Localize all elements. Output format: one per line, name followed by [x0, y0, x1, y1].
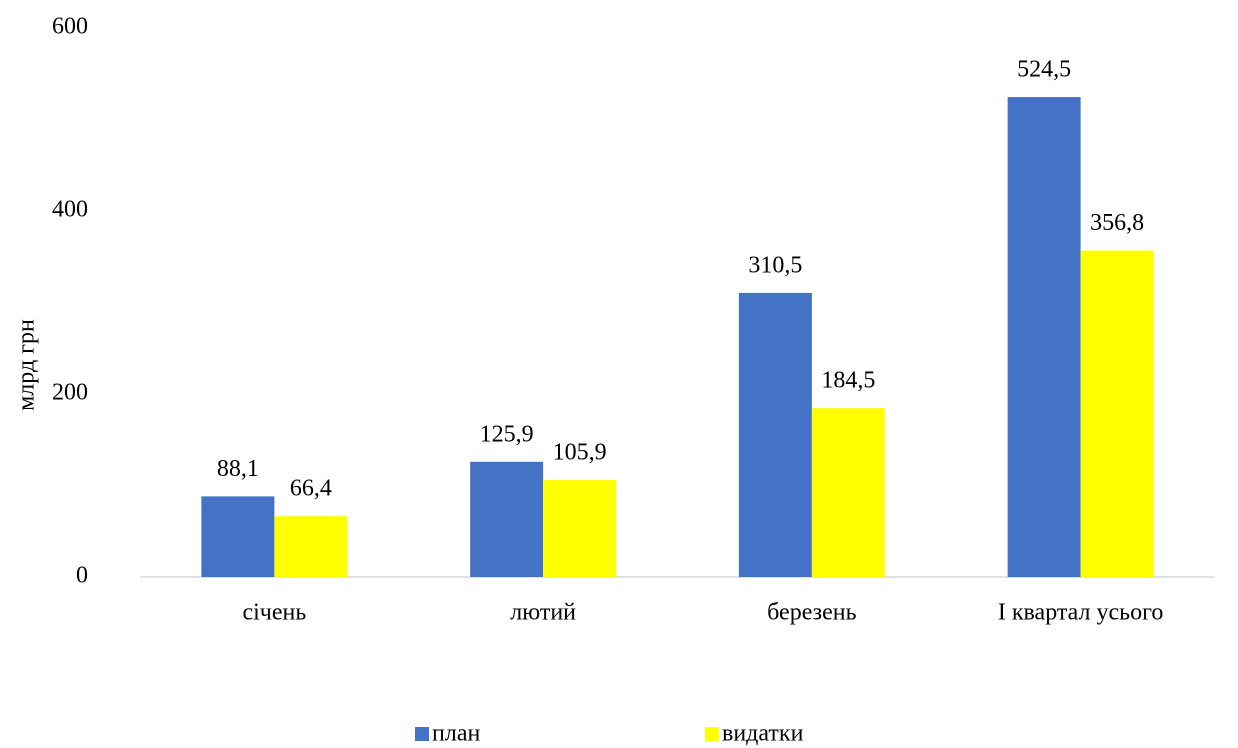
- data-label: 184,5: [821, 368, 875, 394]
- bar: [811, 408, 885, 577]
- data-label: 356,8: [1090, 210, 1144, 236]
- legend-swatch: [705, 727, 719, 741]
- legend-label: план: [432, 721, 480, 747]
- data-label: 125,9: [480, 421, 534, 447]
- bar: [201, 496, 275, 577]
- legend-label: видатки: [722, 721, 804, 747]
- y-tick-label: 200: [52, 380, 88, 406]
- bar: [470, 461, 544, 577]
- x-tick-label: лютий: [510, 600, 576, 626]
- x-tick-label: I квартал усього: [998, 600, 1163, 626]
- y-tick-label: 0: [76, 563, 88, 589]
- bar: [1007, 97, 1081, 578]
- bar: [738, 292, 812, 577]
- x-tick-label: січень: [242, 600, 306, 626]
- data-label: 524,5: [1017, 57, 1071, 83]
- y-tick-label: 400: [52, 197, 88, 223]
- data-label: 66,4: [290, 476, 332, 502]
- bar: [1080, 250, 1154, 577]
- x-tick-label: березень: [767, 600, 856, 626]
- y-tick-label: 600: [52, 14, 88, 40]
- bar: [543, 480, 617, 577]
- data-label: 105,9: [553, 440, 607, 466]
- data-label: 310,5: [748, 252, 802, 278]
- bar: [274, 516, 348, 577]
- data-label: 88,1: [217, 456, 259, 482]
- y-axis-label: млрд грн: [14, 319, 40, 411]
- legend-swatch: [415, 727, 429, 741]
